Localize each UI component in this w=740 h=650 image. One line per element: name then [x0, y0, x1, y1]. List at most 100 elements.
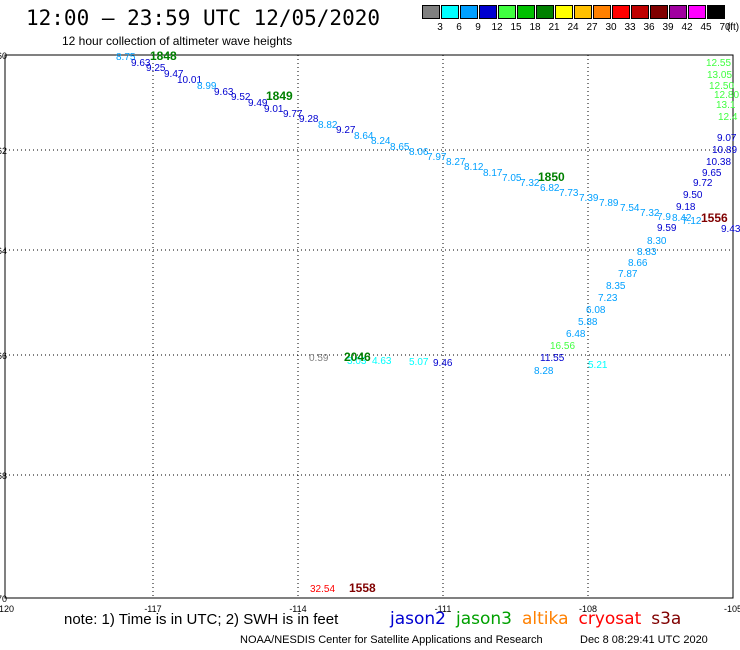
wave-height-value: 9.18: [676, 202, 696, 213]
lat-tick-label: -68: [0, 471, 7, 481]
mission-jason2: jason2: [390, 609, 446, 629]
legend-swatch: [688, 5, 706, 19]
wave-height-value: 8.27: [446, 157, 466, 168]
legend-label: 33: [624, 22, 636, 33]
lon-tick-label: -114: [289, 604, 306, 614]
wave-height-value: 11.55: [540, 353, 565, 364]
wave-height-value: 7.87: [618, 269, 638, 280]
legend-swatch: [593, 5, 611, 19]
wave-height-value: 9.43: [721, 224, 740, 235]
legend-label: 18: [529, 22, 541, 33]
mission-altika: altika: [522, 609, 569, 629]
wave-height-value: 13.05: [707, 70, 732, 81]
wave-height-value: 8.75: [116, 52, 136, 63]
mission-cryosat: cryosat: [578, 609, 642, 629]
legend-unit: (ft): [726, 22, 740, 33]
legend-label: 21: [548, 22, 560, 33]
wave-height-value: 9.77: [283, 109, 303, 120]
wave-height-value: 9.46: [433, 358, 453, 369]
wave-height-value: 8.66: [628, 258, 648, 269]
wave-height-value: 9.65: [702, 168, 722, 179]
wave-height-value: 9.63: [214, 87, 234, 98]
mission-legend: jason2 jason3 altika cryosat s3a: [390, 609, 691, 629]
page-title: 12:00 – 23:59 UTC 12/05/2020: [26, 6, 381, 30]
wave-height-value: 7.23: [598, 293, 618, 304]
wave-height-value: 5.88: [578, 317, 598, 328]
pass-time-label: 1558: [349, 581, 376, 595]
wave-height-value: 3.03: [347, 356, 367, 367]
wave-height-value: 5.07: [409, 357, 429, 368]
legend-swatch: [631, 5, 649, 19]
mission-jason3: jason3: [456, 609, 512, 629]
wave-height-value: 8.64: [354, 131, 374, 142]
lat-tick-label: -66: [0, 351, 7, 361]
wave-height-value: 12.55: [706, 58, 731, 69]
wave-height-value: 9.63: [131, 58, 151, 69]
wave-height-value: 8.82: [318, 120, 338, 131]
lat-tick-label: -64: [0, 246, 7, 256]
lat-tick-label: -62: [0, 146, 7, 156]
credit-line: NOAA/NESDIS Center for Satellite Applica…: [240, 634, 543, 646]
wave-height-value: 9.07: [717, 133, 737, 144]
legend-label: 36: [643, 22, 655, 33]
wave-height-value: 8.06: [409, 147, 429, 158]
legend-label: 39: [662, 22, 674, 33]
map-frame: [4, 54, 734, 599]
wave-height-value: 6.48: [566, 329, 586, 340]
pass-time-label: 1556: [701, 211, 728, 225]
wave-height-value: 13.1: [716, 100, 736, 111]
credit-timestamp: Dec 8 08:29:41 UTC 2020: [580, 634, 708, 646]
wave-height-value: 9.49: [248, 98, 268, 109]
wave-height-value: 9.72: [693, 178, 713, 189]
lon-tick-label: -117: [144, 604, 161, 614]
wave-height-value: 12.50: [709, 81, 734, 92]
wave-height-value: 7.97: [427, 152, 447, 163]
legend-label: 70: [719, 22, 731, 33]
wave-height-value: 10.38: [706, 157, 731, 168]
wave-height-value: 0.59: [309, 353, 329, 364]
wave-height-value: 8.42: [672, 213, 692, 224]
wave-height-value: 9.28: [299, 114, 319, 125]
wave-height-value: 5.21: [588, 360, 608, 371]
wave-height-value: 8.99: [197, 81, 217, 92]
wave-height-value: 6.08: [586, 305, 606, 316]
legend-label: 15: [510, 22, 522, 33]
wave-height-value: 7.32: [640, 208, 660, 219]
wave-height-value: 9.47: [164, 69, 184, 80]
lat-tick-label: -70: [0, 594, 7, 604]
wave-height-value: 8.83: [637, 247, 657, 258]
wave-height-value: 12.4: [718, 112, 738, 123]
wave-height-value: 8.17: [483, 168, 503, 179]
legend-label: 42: [681, 22, 693, 33]
legend-swatch: [536, 5, 554, 19]
wave-height-value: 7.39: [579, 193, 599, 204]
wave-height-value: 8.35: [606, 281, 626, 292]
lon-tick-label: -111: [435, 604, 452, 614]
legend-swatch: [669, 5, 687, 19]
wave-height-value: 4.63: [372, 356, 392, 367]
lat-tick-label: -60: [0, 51, 7, 61]
footer-note: note: 1) Time is in UTC; 2) SWH is in fe…: [64, 611, 339, 628]
wave-height-value: 9.59: [657, 223, 677, 234]
wave-height-value: 6.82: [540, 183, 560, 194]
legend-swatch: [441, 5, 459, 19]
legend-label: 30: [605, 22, 617, 33]
legend-swatch: [612, 5, 630, 19]
wave-height-value: 9.25: [146, 63, 166, 74]
wave-height-value: 7.32: [520, 178, 540, 189]
wave-height-value: 7.54: [620, 203, 640, 214]
legend-swatch: [574, 5, 592, 19]
wave-height-value: 9.52: [231, 92, 251, 103]
wave-height-value: 9.27: [336, 125, 356, 136]
wave-height-value: 7.89: [599, 198, 619, 209]
wave-height-value: 8.12: [464, 162, 484, 173]
legend-swatch: [555, 5, 573, 19]
wave-height-value: 7.12: [682, 216, 702, 227]
wave-height-value: 10.89: [712, 145, 737, 156]
wave-height-value: 8.24: [371, 136, 391, 147]
legend-label: 24: [567, 22, 579, 33]
wave-height-value: 12.80: [714, 90, 739, 101]
wave-height-value: 7.9: [657, 212, 671, 223]
legend-swatch: [650, 5, 668, 19]
